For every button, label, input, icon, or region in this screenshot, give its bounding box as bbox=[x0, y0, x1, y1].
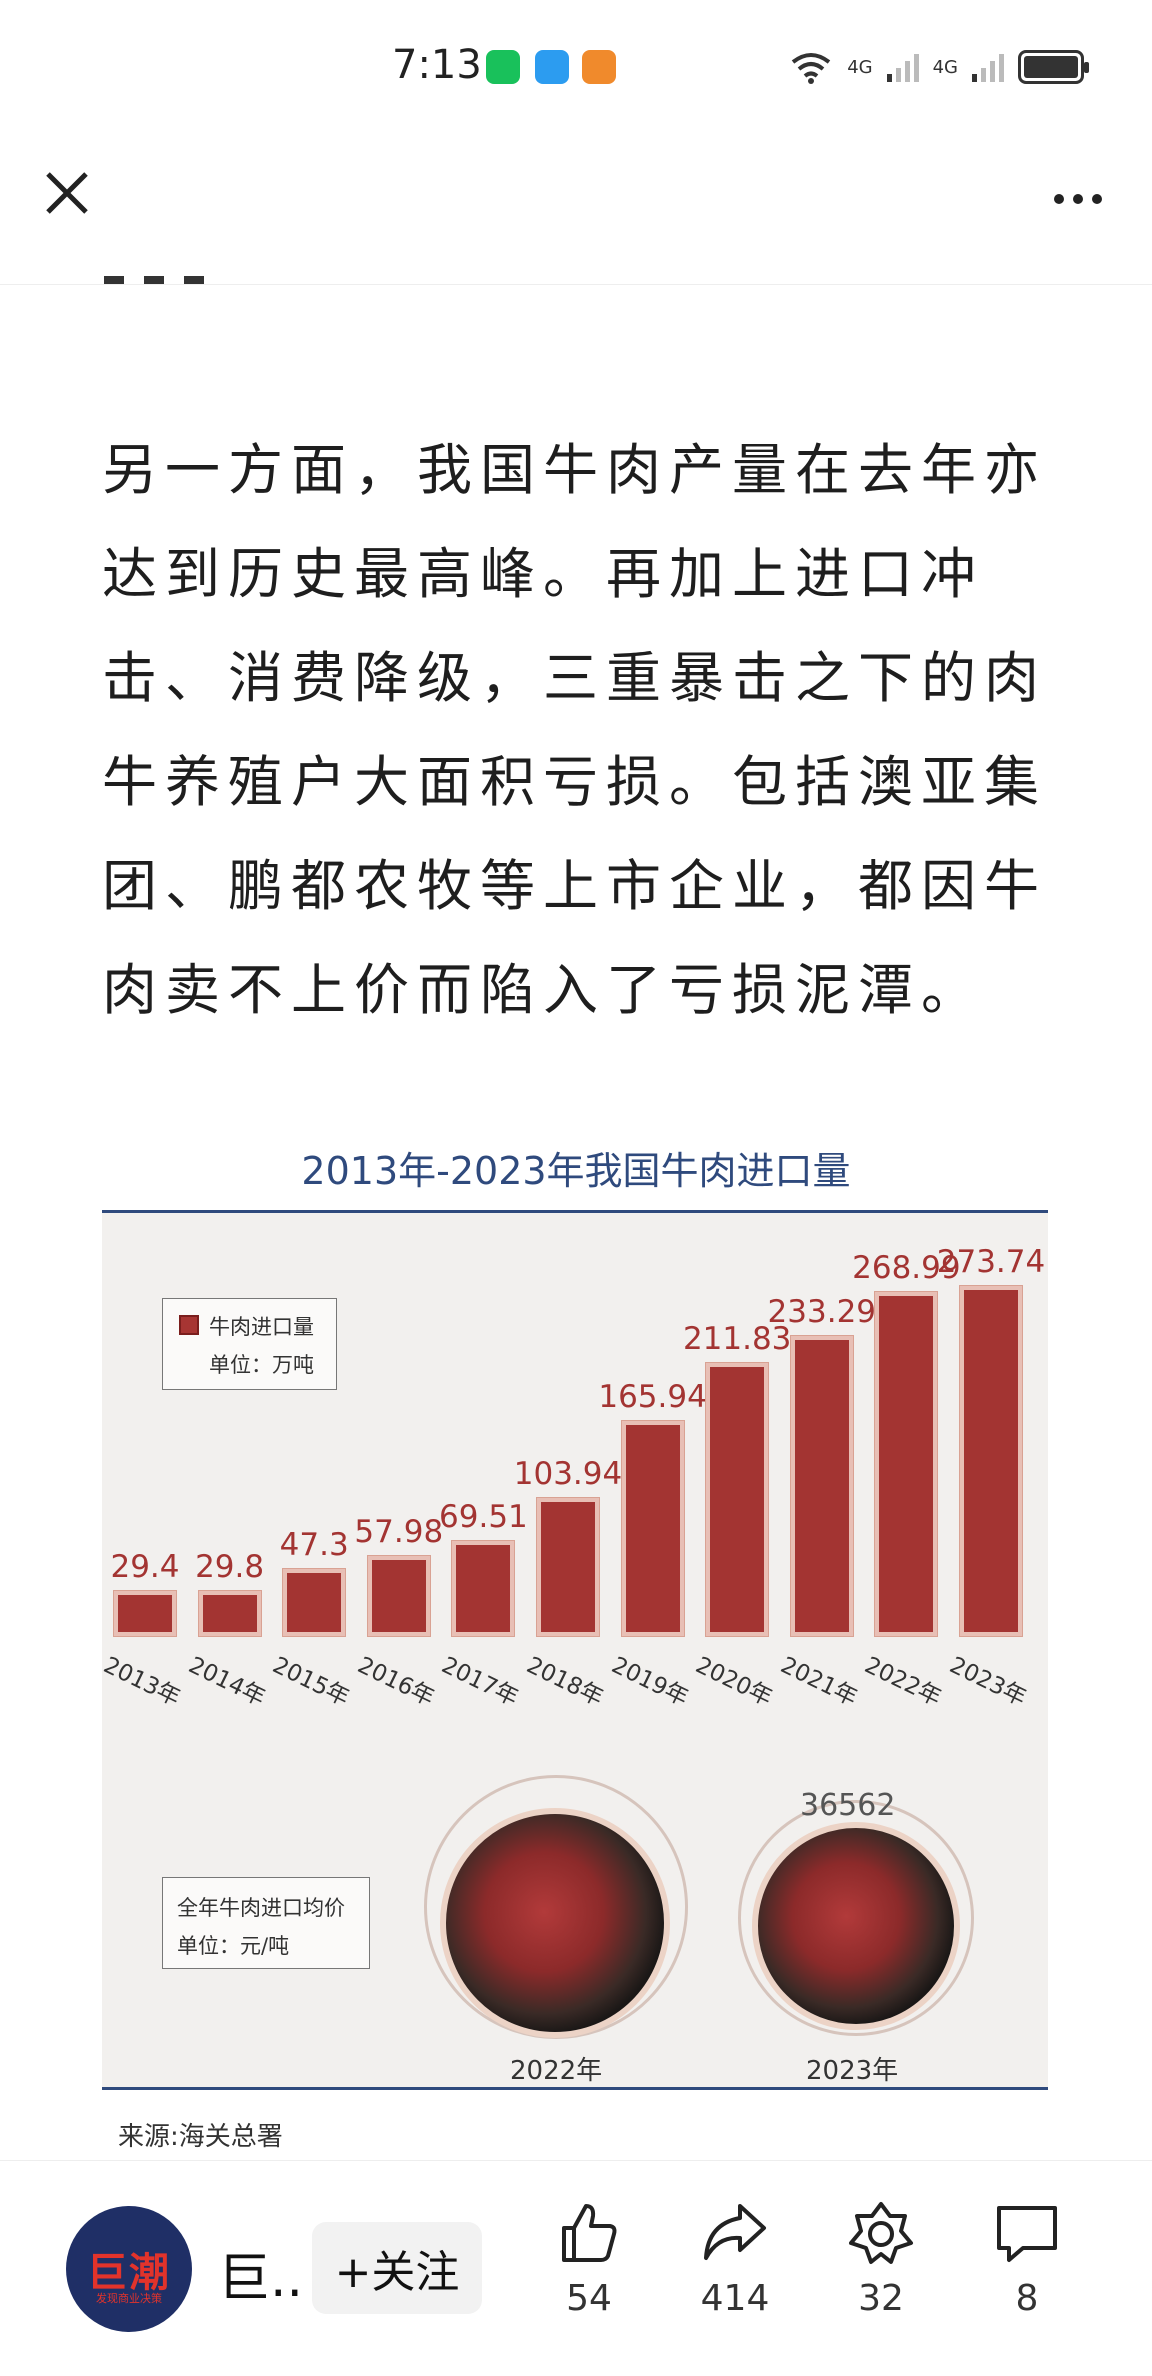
favorite-button[interactable]: 32 bbox=[826, 2200, 936, 2350]
bar-value-label: 57.98 bbox=[354, 1513, 444, 1550]
comment-icon bbox=[997, 2206, 1057, 2262]
legend-label: 牛肉进口量 bbox=[209, 1315, 314, 1339]
source-note: 来源:海关总署 bbox=[118, 2122, 283, 2152]
wechat-icon bbox=[486, 50, 520, 84]
avatar-logo-sub: 发现商业决策 bbox=[96, 2292, 162, 2305]
share-count: 414 bbox=[700, 2278, 770, 2319]
bar-2014年 bbox=[202, 1594, 257, 1632]
bar-2016年 bbox=[371, 1559, 426, 1632]
bottom-bar bbox=[0, 2160, 1152, 2376]
battery-icon bbox=[1018, 50, 1089, 84]
signal-icon bbox=[886, 54, 919, 82]
more-button[interactable] bbox=[1038, 166, 1118, 232]
bar-value-label: 273.74 bbox=[936, 1243, 1046, 1280]
bar-value-label: 211.83 bbox=[682, 1321, 792, 1358]
wifi-icon bbox=[791, 53, 831, 84]
video-app-icon bbox=[582, 50, 616, 84]
like-button[interactable]: 54 bbox=[534, 2200, 644, 2350]
thumbs-up-icon bbox=[562, 2204, 617, 2262]
weather-icon bbox=[535, 50, 569, 84]
bar-2018年 bbox=[541, 1502, 595, 1632]
price-legend-unit: 单位：元/吨 bbox=[177, 1934, 290, 1958]
comment-count: 8 bbox=[1015, 2278, 1039, 2319]
bar-2017年 bbox=[456, 1545, 511, 1632]
bar-value-label: 233.29 bbox=[767, 1294, 877, 1331]
close-button[interactable] bbox=[34, 160, 100, 226]
bar-2013年 bbox=[118, 1595, 172, 1632]
close-icon bbox=[46, 172, 88, 214]
share-button[interactable]: 414 bbox=[680, 2200, 790, 2350]
bar-2022年 bbox=[879, 1295, 934, 1632]
bar-value-label: 165.94 bbox=[598, 1378, 707, 1415]
plate-ring-2023 bbox=[738, 1800, 974, 2036]
plate-year-2023: 2023年 bbox=[806, 2056, 899, 2086]
bar-2020年 bbox=[710, 1367, 765, 1632]
legend-unit: 单位：万吨 bbox=[209, 1353, 314, 1377]
bar-value-label: 69.51 bbox=[439, 1499, 528, 1536]
status-indicators: 4G 4G bbox=[789, 44, 1089, 90]
bar-2021年 bbox=[794, 1340, 849, 1632]
bar-value-label: 103.94 bbox=[513, 1456, 623, 1493]
more-icon bbox=[1054, 194, 1064, 204]
nav-bar bbox=[0, 135, 1152, 285]
beef-plate-2022-image bbox=[440, 1808, 670, 2038]
share-icon bbox=[704, 2204, 766, 2260]
chart-title: 2013年-2023年我国牛肉进口量 bbox=[301, 1149, 851, 1193]
bar-value-label: 29.8 bbox=[195, 1548, 265, 1585]
legend-swatch bbox=[179, 1315, 199, 1335]
network-type-label-2: 4G bbox=[932, 56, 958, 78]
favorite-count: 32 bbox=[858, 2278, 904, 2319]
price-legend-label: 全年牛肉进口均价 bbox=[177, 1896, 345, 1920]
cut-off-text bbox=[104, 262, 264, 290]
beef-plate-2023-image bbox=[752, 1822, 960, 2030]
like-count: 54 bbox=[566, 2278, 612, 2319]
network-type-label: 4G bbox=[847, 56, 873, 78]
bar-2019年 bbox=[625, 1424, 680, 1632]
comment-button[interactable]: 8 bbox=[972, 2200, 1082, 2350]
follow-button[interactable]: +关注 bbox=[312, 2222, 482, 2314]
star-icon bbox=[849, 2202, 913, 2264]
article-paragraph: 另一方面，我国牛肉产量在去年亦达到历史最高峰。再加上进口冲击、消费降级，三重暴击… bbox=[102, 438, 1048, 1022]
chart-legend: 牛肉进口量 单位：万吨 bbox=[162, 1298, 337, 1390]
author-avatar[interactable]: 巨潮 发现商业决策 bbox=[66, 2206, 192, 2332]
price-legend: 全年牛肉进口均价 单位：元/吨 bbox=[162, 1877, 370, 1969]
bar-value-label: 29.4 bbox=[110, 1549, 180, 1586]
avatar-logo-text: 巨潮 bbox=[87, 2250, 171, 2296]
bar-value-label: 268.99 bbox=[852, 1249, 961, 1286]
author-name[interactable]: 巨.. bbox=[218, 2249, 304, 2309]
bar-value-label: 47.3 bbox=[279, 1526, 349, 1563]
signal-icon-2 bbox=[972, 54, 1004, 82]
bar-2023年 bbox=[964, 1289, 1018, 1632]
bar-2015年 bbox=[287, 1572, 342, 1632]
plate-year-2022: 2022年 bbox=[510, 2056, 603, 2086]
price-2023-label: 36562 bbox=[800, 1788, 896, 1823]
status-bar: 7:13 4G 4G bbox=[0, 0, 1152, 135]
status-time: 7:13 bbox=[392, 42, 482, 88]
